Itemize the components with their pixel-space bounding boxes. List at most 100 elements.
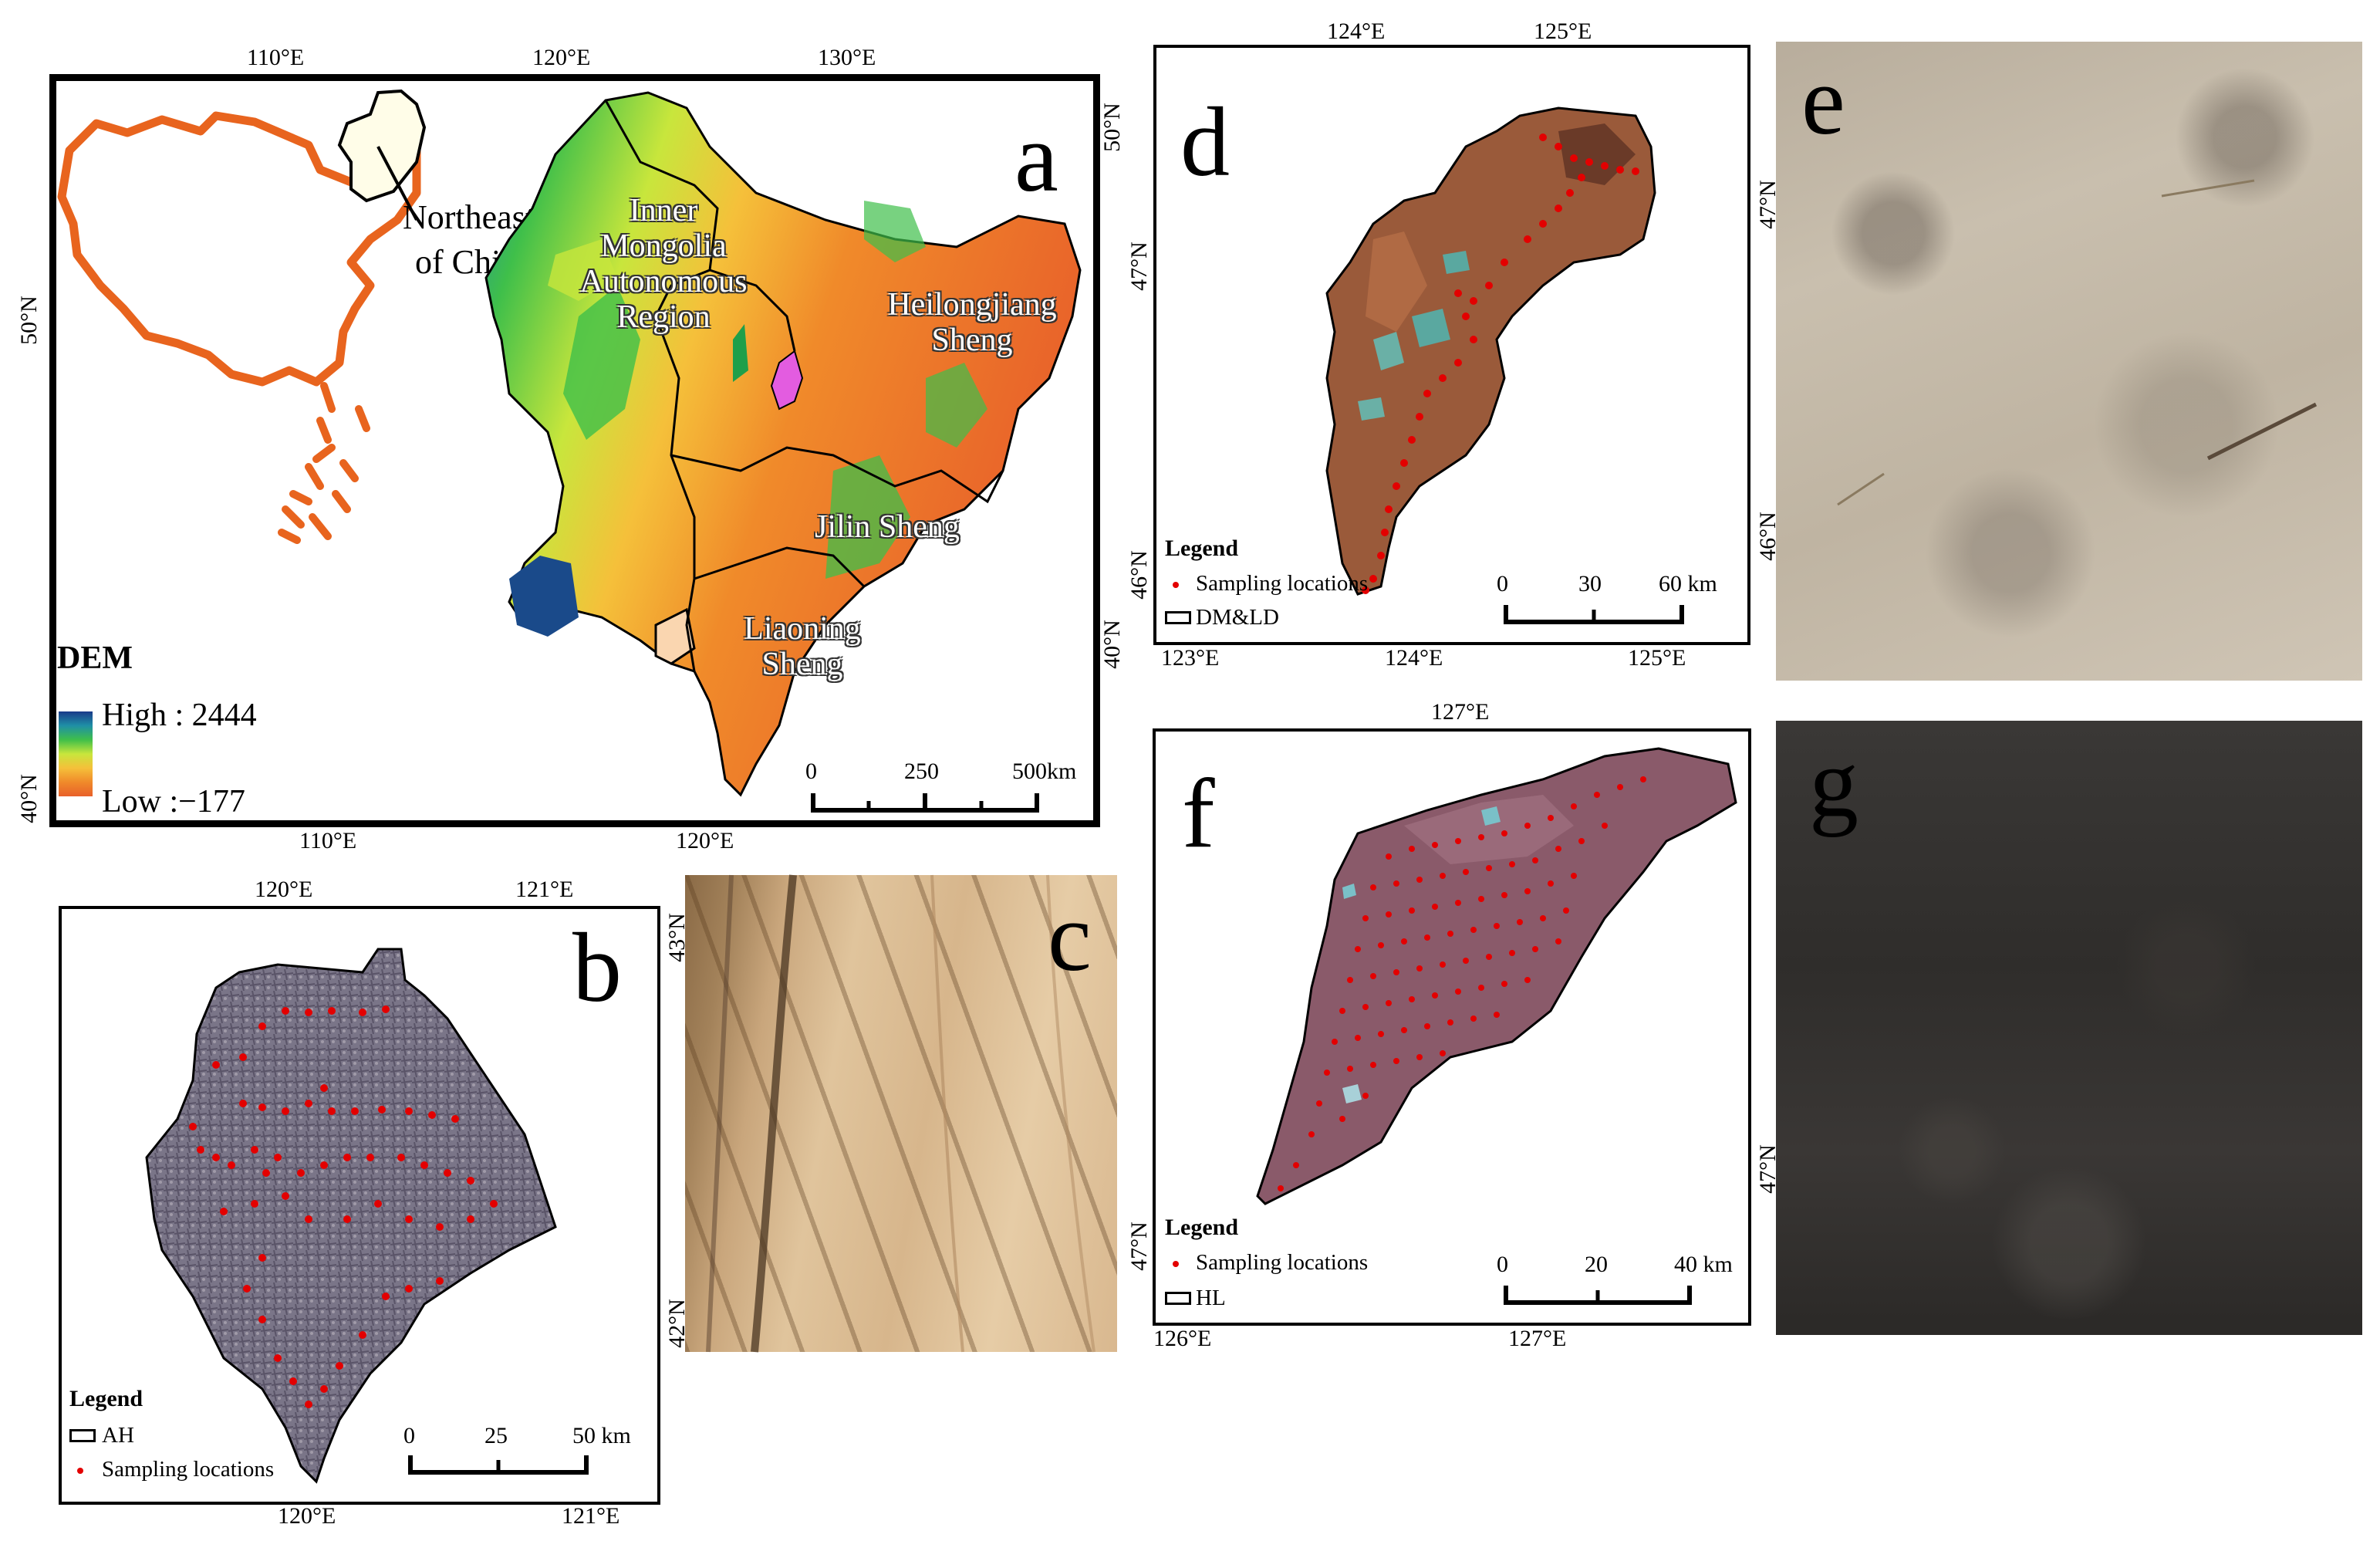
panel-d-lon-tick-bottom: 125°E <box>1628 645 1686 671</box>
panel-e-soil-photo <box>1776 42 2362 681</box>
panel-f-lon-tick-bottom: 126°E <box>1153 1326 1212 1351</box>
panel-b-legend-title: Legend <box>69 1386 143 1411</box>
panel-b-legend-ah: AH <box>102 1423 134 1448</box>
panel-d-legend-sampling: Sampling locations <box>1196 571 1369 596</box>
panel-a-lon-tick-top: 130°E <box>818 45 876 70</box>
region-heilongjiang: Heilongjiang Sheng <box>856 287 1088 358</box>
panel-b-lon-tick-bottom: 120°E <box>278 1503 336 1529</box>
inset-label-line1: Northeast <box>403 198 535 236</box>
panel-d-frame <box>1153 45 1750 645</box>
panel-f-legend-title: Legend <box>1165 1215 1239 1240</box>
panel-c-soil-photo <box>685 875 1117 1352</box>
panel-a-letter: a <box>1014 103 1058 212</box>
dem-legend-low: Low :−177 <box>102 784 245 820</box>
panel-a-lon-tick-bottom: 120°E <box>676 828 734 853</box>
panel-a-scale-bar <box>811 793 1039 813</box>
panel-f-scale-bar <box>1504 1286 1692 1305</box>
panel-a-frame <box>49 74 1100 827</box>
panel-d-scale-bar <box>1504 605 1684 624</box>
inset-pointer-line <box>376 146 418 221</box>
panel-f-sampling-points <box>1278 776 1646 1191</box>
panel-b-lon-tick-bottom: 121°E <box>562 1503 620 1529</box>
panel-b-lon-tick-top: 121°E <box>515 877 574 902</box>
panel-f-legend-sampling-symbol <box>1173 1261 1179 1267</box>
region-liaoning-line: Sheng <box>761 647 843 682</box>
panel-b-frame <box>59 906 660 1505</box>
region-jilin: Jilin Sheng <box>795 509 980 545</box>
panel-b-letter: b <box>572 913 622 1022</box>
panel-d-lat-tick: 46°N <box>1126 550 1152 600</box>
china-outline-map <box>57 89 427 544</box>
panel-d-legend-sampling-symbol <box>1173 582 1179 588</box>
panel-f-legend-sampling: Sampling locations <box>1196 1250 1369 1275</box>
panel-d-scale-label: 30 <box>1578 571 1602 596</box>
panel-d-lon-tick-top: 124°E <box>1327 19 1386 44</box>
panel-d-lon-tick-top: 125°E <box>1534 19 1592 44</box>
panel-a-lon-tick-top: 110°E <box>247 45 305 70</box>
panel-g-soil-photo <box>1776 721 2362 1335</box>
panel-d-scale-label: 60 km <box>1659 571 1717 596</box>
panel-b-scale-label: 25 <box>484 1423 508 1448</box>
region-inner-mongolia-line: Inner <box>629 193 698 228</box>
panel-a-lat-tick-right: 50°N <box>1099 103 1125 152</box>
panel-a-scale-label: 0 <box>805 759 817 784</box>
panel-b-sampling-points <box>189 1005 498 1408</box>
panel-f-legend-hl: HL <box>1196 1286 1226 1310</box>
region-inner-mongolia-line: Region <box>616 299 711 335</box>
panel-e-lat-tick: 46°N <box>1754 512 1781 561</box>
panel-f-lon-tick-top: 127°E <box>1431 699 1490 725</box>
panel-d-scale-label: 0 <box>1497 571 1508 596</box>
panel-d-sampling-points <box>1362 133 1639 594</box>
northeast-china-dem-map <box>484 91 1082 797</box>
panel-d-lon-tick-bottom: 123°E <box>1161 645 1220 671</box>
panel-f-scale-label: 40 km <box>1674 1252 1733 1277</box>
panel-f-letter: f <box>1182 759 1215 868</box>
panel-b-lon-tick-top: 120°E <box>255 877 313 902</box>
panel-f-lon-tick-bottom: 127°E <box>1508 1326 1567 1351</box>
panel-d-lon-tick-bottom: 124°E <box>1385 645 1443 671</box>
panel-f-scale-label: 20 <box>1585 1252 1608 1277</box>
panel-b-legend-ah-symbol <box>69 1429 96 1442</box>
panel-d-legend-dmld: DM&LD <box>1196 605 1279 630</box>
region-heilongjiang-line: Sheng <box>931 323 1013 358</box>
panel-a-lat-tick-left: 40°N <box>15 774 42 823</box>
panel-a-scale-label: 500km <box>1012 759 1077 784</box>
panel-e-lat-tick: 47°N <box>1754 180 1781 229</box>
panel-f-scale-label: 0 <box>1497 1252 1508 1277</box>
panel-c-letter: c <box>1048 882 1092 992</box>
panel-c-lat-tick: 43°N <box>663 913 690 962</box>
region-inner-mongolia-line: Autonomous <box>579 264 748 299</box>
panel-b-legend-sampling-symbol <box>77 1468 83 1474</box>
region-jilin-line: Jilin Sheng <box>815 509 960 545</box>
panel-a-lon-tick-top: 120°E <box>532 45 591 70</box>
panel-f-lat-tick: 47°N <box>1126 1222 1152 1271</box>
panel-g-lat-tick: 47°N <box>1754 1144 1781 1194</box>
region-heilongjiang-line: Heilongjiang <box>887 287 1057 323</box>
panel-a-lon-tick-bottom: 110°E <box>299 828 357 853</box>
panel-b-scale-label: 0 <box>403 1423 415 1448</box>
panel-a-scale-label: 250 <box>904 759 939 784</box>
panel-e-straw-lines <box>1837 179 2318 506</box>
panel-c-lat-tick: 42°N <box>663 1299 690 1348</box>
panel-c-furrow-lines <box>706 874 1095 1353</box>
panel-d-legend-dmld-symbol <box>1165 611 1191 624</box>
ah-study-area-map <box>145 948 557 1484</box>
panel-g-letter: g <box>1809 728 1858 837</box>
panel-d-letter: d <box>1180 87 1230 197</box>
dem-legend-color-ramp <box>59 711 93 796</box>
region-inner-mongolia-line: Mongolia <box>600 228 727 264</box>
region-liaoning: Liaoning Sheng <box>710 611 895 682</box>
hl-study-area-map <box>1256 747 1737 1205</box>
panel-f-frame <box>1153 728 1751 1326</box>
panel-d-lat-tick: 47°N <box>1126 242 1152 291</box>
dem-legend-title: DEM <box>57 640 133 676</box>
panel-a-lat-tick-left: 50°N <box>15 296 42 345</box>
panel-e-letter: e <box>1801 46 1845 155</box>
dem-legend-high: High : 2444 <box>102 698 257 733</box>
panel-b-legend-sampling: Sampling locations <box>102 1457 275 1482</box>
panel-d-legend-title: Legend <box>1165 536 1239 561</box>
panel-b-scale-label: 50 km <box>572 1423 631 1448</box>
region-liaoning-line: Liaoning <box>744 611 861 647</box>
panel-b-scale-bar <box>408 1455 589 1475</box>
region-inner-mongolia: Inner Mongolia Autonomous Region <box>548 193 779 335</box>
